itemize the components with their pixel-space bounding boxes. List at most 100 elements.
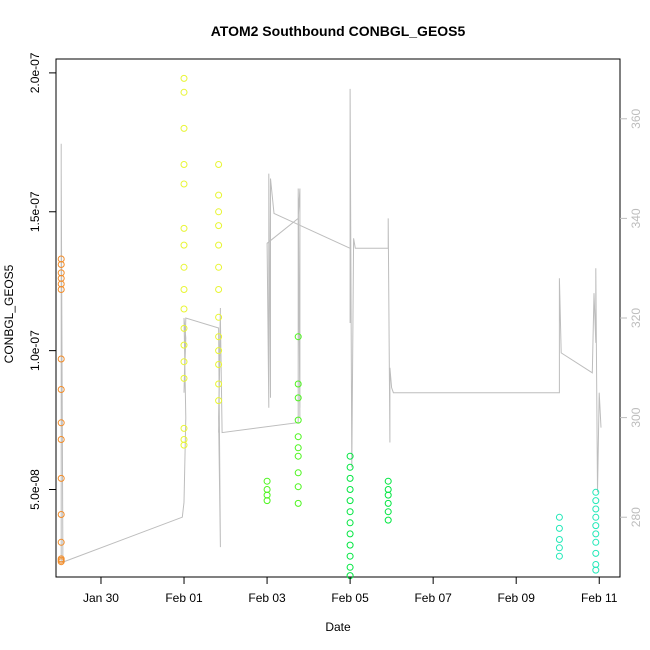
y-tick-label: 1.0e-07 <box>28 330 42 371</box>
data-point <box>346 563 354 571</box>
y2-tick-label: 300 <box>629 407 643 427</box>
data-point <box>215 347 223 355</box>
data-point <box>57 261 65 268</box>
y2-tick-label: 320 <box>629 308 643 328</box>
y-tick-label: 1.5e-07 <box>28 191 42 232</box>
data-point <box>555 544 563 552</box>
data-point <box>215 222 223 230</box>
right-axis-line-series <box>60 88 602 563</box>
data-point <box>215 313 223 321</box>
data-point <box>294 469 302 477</box>
data-point <box>57 538 65 546</box>
y-axis-label: CONBGL_GEOS5 <box>2 264 16 363</box>
data-point <box>384 477 392 485</box>
data-point <box>592 505 600 513</box>
data-point <box>180 161 188 168</box>
y-tick-label: 5.0e-08 <box>28 469 42 510</box>
data-point <box>346 552 354 560</box>
x-tick-label: Feb 11 <box>581 591 618 605</box>
data-point <box>180 286 188 293</box>
data-point <box>263 477 271 485</box>
data-point <box>592 513 600 521</box>
x-tick-label: Feb 01 <box>165 591 203 605</box>
data-point <box>180 124 188 132</box>
data-point <box>592 522 600 530</box>
data-point <box>180 341 188 349</box>
data-point <box>592 497 600 505</box>
data-point <box>294 433 302 441</box>
data-point <box>294 416 302 424</box>
x-axis-label: Date <box>325 620 351 634</box>
data-point <box>215 208 223 216</box>
data-point <box>215 241 223 249</box>
data-point <box>180 374 188 382</box>
data-point <box>346 497 354 505</box>
y2-tick-label: 360 <box>629 108 643 128</box>
data-point <box>592 530 600 538</box>
data-point <box>57 286 65 293</box>
data-point <box>57 436 65 443</box>
data-point <box>294 394 302 402</box>
data-point <box>180 424 188 432</box>
data-point <box>180 263 188 271</box>
data-point <box>215 380 223 388</box>
data-point <box>215 361 223 368</box>
data-point <box>294 483 302 491</box>
data-point <box>294 444 302 452</box>
data-point <box>384 516 392 524</box>
y-axis-right: 280 300 320 340 360 <box>620 108 643 527</box>
data-point <box>592 549 600 557</box>
data-point <box>346 452 354 460</box>
data-point <box>180 180 188 188</box>
data-point <box>57 355 65 363</box>
data-point <box>57 386 65 393</box>
data-point <box>384 508 392 516</box>
data-point <box>294 333 302 341</box>
data-point <box>180 74 188 82</box>
data-point <box>592 538 600 546</box>
data-point <box>215 333 223 341</box>
y-tick-label: 2.0e-07 <box>28 52 42 93</box>
x-tick-label: Jan 30 <box>83 591 119 605</box>
data-point <box>555 552 563 560</box>
data-point <box>555 513 563 521</box>
data-point <box>592 488 600 496</box>
data-point <box>57 474 65 482</box>
data-point <box>215 191 223 199</box>
data-point <box>346 508 354 516</box>
y2-tick-label: 280 <box>629 507 643 527</box>
y2-tick-label: 340 <box>629 208 643 228</box>
data-point <box>215 263 223 271</box>
data-point <box>346 530 354 538</box>
data-point <box>180 305 188 313</box>
x-tick-label: Feb 03 <box>248 591 286 605</box>
data-point <box>346 541 354 549</box>
data-point <box>180 224 188 232</box>
data-point <box>180 88 188 96</box>
data-point <box>180 358 188 366</box>
y-axis-left: 5.0e-08 1.0e-07 1.5e-07 2.0e-07 <box>28 52 56 510</box>
data-point <box>555 536 563 543</box>
data-point <box>346 519 354 527</box>
x-tick-label: Feb 07 <box>414 591 452 605</box>
data-point <box>346 463 354 471</box>
data-point <box>57 419 65 427</box>
data-point <box>263 497 271 505</box>
point-series <box>57 74 600 580</box>
data-point <box>555 524 563 532</box>
series-line <box>60 88 602 563</box>
data-point <box>592 566 600 574</box>
data-point <box>180 441 188 449</box>
data-point <box>180 324 188 332</box>
data-point <box>384 499 392 507</box>
data-point <box>215 286 223 293</box>
data-point <box>346 486 354 493</box>
x-axis: Jan 30 Feb 01 Feb 03 Feb 05 Feb 07 Feb 09 Feb … <box>83 577 618 605</box>
data-point <box>57 511 65 518</box>
x-tick-label: Feb 05 <box>331 591 369 605</box>
data-point <box>215 397 223 405</box>
data-point <box>57 558 65 566</box>
data-point <box>346 474 354 482</box>
